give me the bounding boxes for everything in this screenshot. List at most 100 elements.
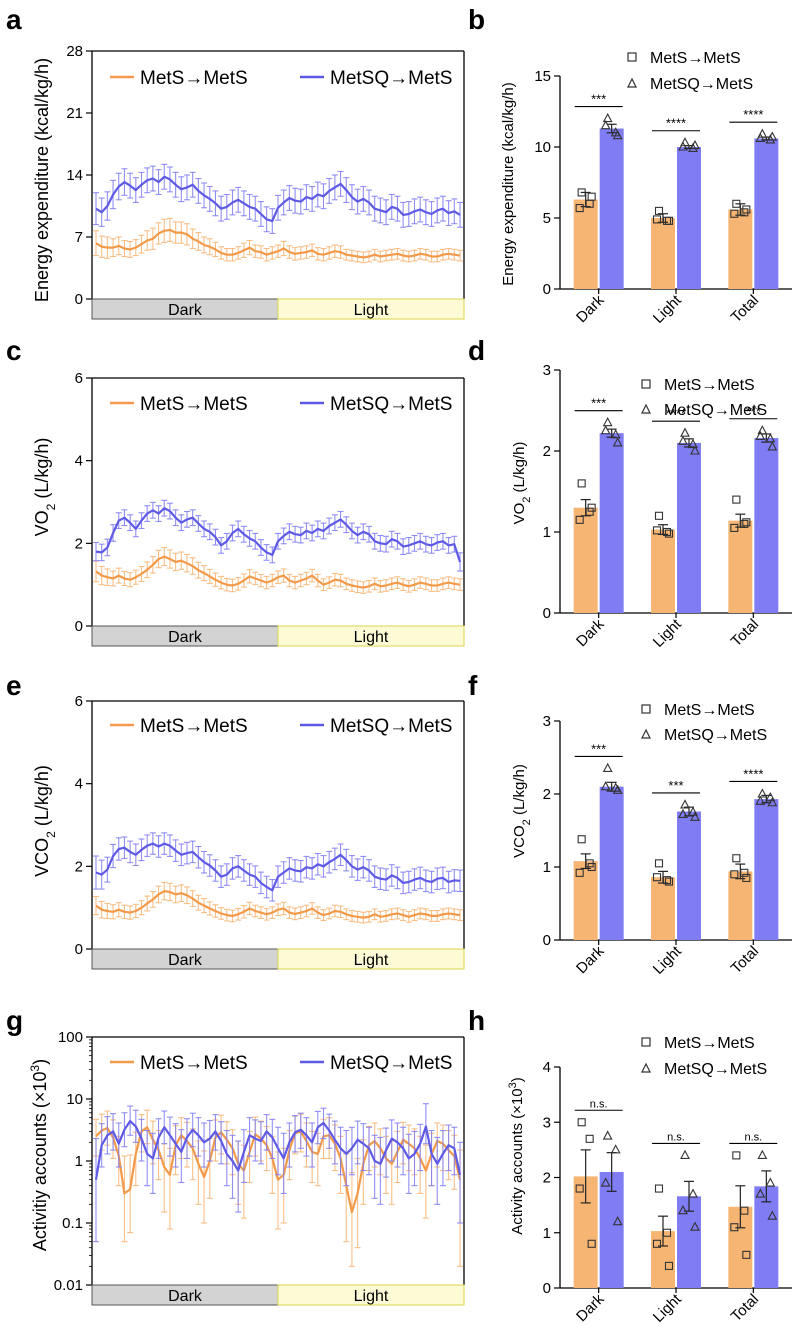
bar-d-1-s1 [677,442,701,613]
ylabel-g: Activitiy accounts (×103) [28,1059,50,1251]
period-label-light-g: Light [354,1288,389,1305]
xtick-label-d-2: Total [728,616,762,650]
point-square-h-2-0 [732,1151,741,1160]
legend-label-mets-e: MetS→MetS [140,716,248,737]
point-triangle-b-1-3 [690,139,700,150]
ylabel-f-sub: 2 [521,819,533,825]
point-square-h-0-0 [577,1118,586,1127]
point-square-f-2-2 [730,870,739,879]
period-bar-light-a [277,298,465,320]
point-square-b-0-2 [575,204,584,213]
ylabel-c: VO2 (L/kg/h) [32,438,58,537]
legend-triangle-d [641,403,651,414]
ylabel-e: VCO2 (L/kg/h) [32,765,58,877]
point-square-h-0-1 [585,1134,594,1143]
point-triangle-f-1-1 [688,806,698,816]
legend-triangle-f [641,728,651,739]
point-square-b-1-0 [654,206,664,215]
legend-label-metsq-e: MetSQ→MetS [330,716,452,737]
bar-b-0-s0 [573,199,598,289]
point-triangle-b-0-3 [612,129,623,140]
xtick-label-b-2: Total [728,292,762,326]
point-triangle-f-2-1 [765,791,776,802]
xtick-label-h-0: Dark [573,1290,608,1325]
point-triangle-f-0-2 [600,781,611,791]
bar-d-1-s0 [651,529,675,613]
ytick-label-g-4: 100 [58,1029,83,1046]
ytick-label-g-2: 1 [75,1153,83,1170]
bar-d-2-s0 [728,520,753,613]
legend-square-d [641,379,651,389]
point-square-d-0-0 [577,479,586,488]
panel-label-c: c [6,335,22,366]
xtick-label-b-1: Light [650,291,686,327]
point-square-f-0-2 [575,868,584,877]
period-label-dark-e: Dark [168,952,203,969]
panel-label-f: f [468,670,478,701]
point-square-d-2-0 [732,495,741,504]
point-triangle-h-2-2 [755,1188,766,1198]
point-triangle-h-2-0 [757,1149,768,1159]
ylabel-d-main: VO [511,503,528,525]
ylabel-f: VCO2 (L/kg/h) [511,764,533,858]
point-triangle-h-1-0 [680,1149,690,1159]
ylabel-e-sub: 2 [44,831,58,838]
ytick-label-f-0: 0 [543,932,551,949]
ytick-label-g-3: 10 [66,1091,83,1108]
sig-label-d-1: **** [666,406,686,421]
point-triangle-d-2-2 [755,430,766,440]
point-triangle-d-0-3 [612,437,623,447]
series-line-e-s0 [95,889,461,919]
point-square-f-1-1 [662,876,672,885]
point-square-h-2-1 [740,1206,749,1215]
point-square-f-0-3 [587,862,596,872]
bar-f-1-s0 [651,877,675,940]
bar-b-2-s1 [754,138,779,289]
bar-h-2-s1 [754,1186,779,1288]
xtick-label-f-2: Total [728,943,762,977]
series-line-c-s1 [95,507,462,563]
point-square-d-1-0 [654,511,664,520]
xtick-label-h-1: Light [650,1290,686,1326]
ytick-label-c-1: 2 [75,535,83,552]
ylabel-c-sub: 2 [44,503,58,510]
ytick-label-e-0: 0 [75,941,83,958]
xtick-label-b-0: Dark [573,291,608,326]
point-square-h-0-2 [575,1184,584,1193]
point-triangle-d-0-1 [610,429,621,439]
point-square-d-1-1 [662,527,672,537]
point-triangle-d-2-3 [767,441,778,451]
ylabel-d-sub: 2 [521,497,533,503]
legend-label-metsq-c: MetSQ→MetS [330,394,452,415]
point-square-f-1-2 [652,873,662,882]
ytick-label-f-3: 3 [543,713,551,730]
period-label-light-c: Light [354,629,389,646]
period-bar-light-g [277,1284,465,1306]
point-square-f-2-1 [740,868,749,877]
sig-label-b-0: *** [591,92,606,107]
point-square-d-0-3 [587,503,596,512]
point-square-b-0-0 [577,188,586,197]
ytick-label-h-2: 2 [543,1170,551,1187]
period-label-light-a: Light [354,302,389,319]
ytick-label-e-3: 6 [75,693,83,710]
ytick-label-d-3: 3 [543,362,551,379]
point-triangle-b-2-2 [755,132,766,143]
ylabel-g-tail: ) [30,1059,50,1065]
ylabel-c-tail: (L/kg/h) [32,438,52,504]
period-bar-light-c [277,625,465,647]
xtick-label-f-1: Light [650,942,686,978]
bar-f-0-s0 [573,861,598,940]
point-triangle-d-0-0 [602,416,613,427]
sig-label-h-2: n.s. [744,1131,762,1143]
ylabel-h-tail: ) [509,1077,526,1082]
point-triangle-h-1-2 [678,1204,688,1215]
ylabel-c-main: VO [32,510,52,536]
point-square-f-1-0 [654,859,664,868]
bar-f-2-s1 [754,799,779,940]
point-triangle-f-2-3 [767,797,778,807]
point-triangle-d-1-3 [690,445,700,455]
point-triangle-d-1-1 [688,438,698,449]
bar-b-0-s1 [599,128,624,289]
